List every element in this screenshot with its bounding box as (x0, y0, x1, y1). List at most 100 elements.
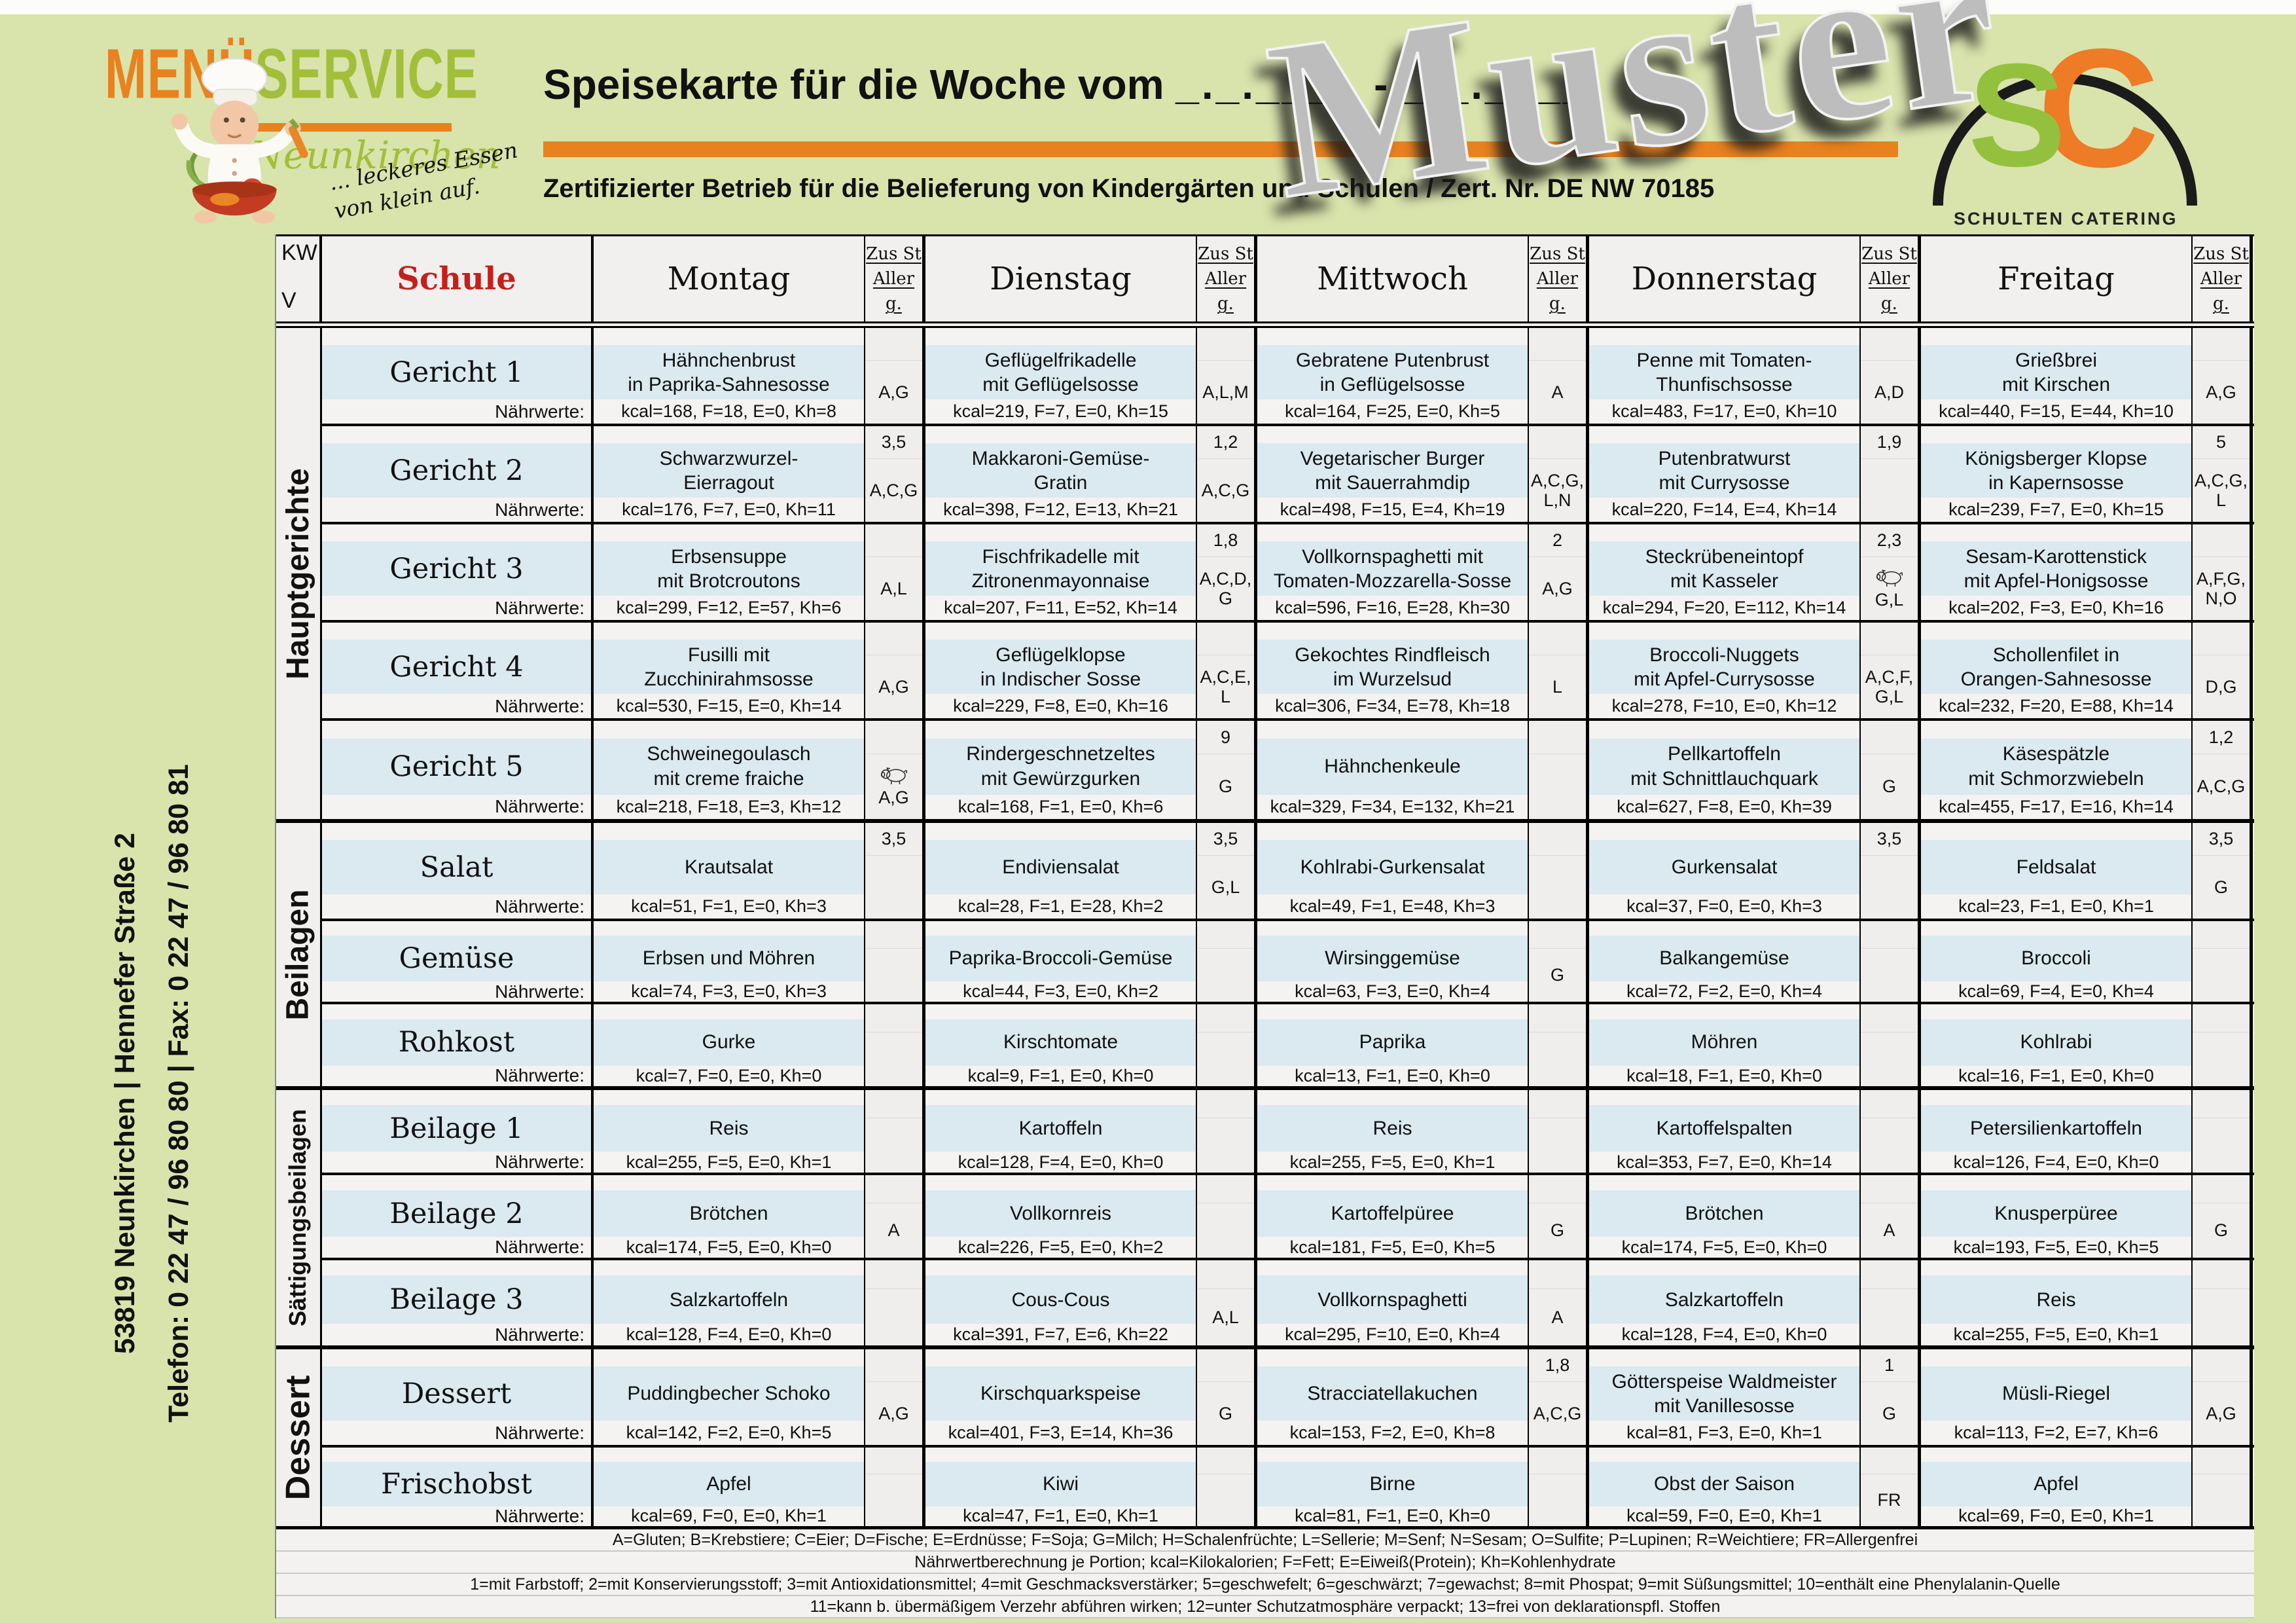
allergen-codes-cell: A,G (2193, 361, 2250, 424)
dish-band: Putenbratwurst mit Currysosse (1589, 443, 1859, 498)
zusatzstoffe-cell (865, 721, 922, 754)
allergen-codes-cell (2193, 1118, 2250, 1173)
category-label: Dessert (401, 1377, 512, 1410)
allergen-codes-cell (865, 1474, 922, 1526)
dish-name: Grießbrei (2015, 349, 2098, 371)
row-top-strip (1921, 1090, 2191, 1105)
allergen-codes-cell: L (1529, 655, 1586, 718)
dish-kcal-cell: kcal=142, F=2, E=0, Kh=5 (594, 1421, 864, 1445)
allergen-cell (865, 1260, 925, 1345)
dish-name-line2: mit Kirschen (2001, 373, 2111, 395)
category-cell: Gericht 1 Nährwerte: (322, 328, 594, 424)
dish-name: Cous-Cous (1011, 1288, 1110, 1311)
day-header-5: Freitag (1921, 236, 2193, 321)
zusatzstoffe-cell (2193, 1090, 2250, 1118)
row-top-strip (594, 524, 864, 542)
allergen-codes-cell: A,F,G, N,O (2193, 557, 2250, 620)
dish-name: Kohlrabi (2020, 1031, 2092, 1053)
category-band: Gericht 5 (322, 739, 591, 795)
naehrwerte-label-cell: Nährwerte: (322, 1065, 591, 1086)
zusatzstoffe-codes: 1,8 (1213, 530, 1238, 550)
dish-cell: Schollenfilet in Orangen-Sahnesosse kcal=2… (1921, 623, 2193, 718)
dish-kcal-cell: kcal=401, F=3, E=14, Kh=36 (925, 1421, 1196, 1445)
row-top-strip (322, 721, 591, 739)
allergen-codes: A,C,G, L (2194, 470, 2248, 510)
dish-band: Schollenfilet in Orangen-Sahnesosse (1921, 640, 2191, 695)
dish-band: Makkaroni-Gemüse- Gratin (925, 443, 1196, 498)
allergen-codes: A,G (878, 676, 909, 697)
allergen-codes-cell (1861, 1118, 1918, 1173)
dish-kcal-cell: kcal=7, F=0, E=0, Kh=0 (594, 1065, 864, 1086)
dish-kcal: kcal=530, F=15, E=0, Kh=14 (616, 696, 842, 716)
dish-band: Broccoli (1921, 936, 2191, 982)
category-cell: Salat Nährwerte: (322, 823, 594, 919)
dish-name-line2: mit Currysosse (1659, 471, 1790, 494)
allergen-cell: 1,2 A,C,G (1197, 426, 1257, 522)
dish-kcal: kcal=153, F=2, E=0, Kh=8 (1289, 1423, 1496, 1443)
dish-cell: Königsberger Klopse in Kapernsosse kcal=23… (1921, 426, 2193, 522)
dish-name: Puddingbecher Schoko (627, 1383, 831, 1405)
dish-name: Rindergeschnetzeltes (966, 743, 1155, 765)
zusatzstoffe-cell: 1,9 (1861, 426, 1918, 459)
allergen-cell: 2,3 G,L (1861, 524, 1921, 620)
dish-kcal: kcal=299, F=12, E=57, Kh=6 (616, 598, 842, 618)
zusatzstoffe-cell (865, 1448, 922, 1474)
allergen-codes: FR (1877, 1490, 1901, 1510)
row-top-strip (594, 721, 864, 739)
category-label: Beilage 1 (389, 1112, 524, 1145)
row-top-strip (1921, 623, 2191, 640)
dish-kcal-cell: kcal=202, F=3, E=0, Kh=16 (1921, 596, 2191, 620)
dish-band: Rindergeschnetzeltes mit Gewürzgurken (925, 739, 1196, 795)
dish-kcal: kcal=232, F=20, E=88, Kh=14 (1939, 696, 2174, 716)
zusatzstoffe-cell (2193, 328, 2250, 361)
dish-name-line2: Gratin (1033, 471, 1088, 494)
allerg-header-1: Zus St Aller g. (865, 236, 925, 321)
dish-kcal-cell: kcal=164, F=25, E=0, Kh=5 (1257, 399, 1528, 424)
naehrwerte-label: Nährwerte: (495, 695, 584, 716)
dish-kcal: kcal=306, F=34, E=78, Kh=18 (1275, 696, 1510, 716)
zusatzstoffe-cell: 2 (1529, 524, 1586, 557)
allerg-header-line: Aller (872, 269, 915, 289)
dish-band: Cous-Cous (925, 1275, 1196, 1324)
allergen-codes-cell: A,D (1861, 361, 1918, 424)
naehrwerte-label: Nährwerte: (495, 597, 584, 618)
row-top-strip (1589, 921, 1859, 936)
allergen-codes: G (1218, 1403, 1232, 1423)
dish-band: Kohlrabi-Gurkensalat (1257, 840, 1528, 895)
zusatzstoffe-codes: 9 (1220, 727, 1231, 747)
dish-band: Puddingbecher Schoko (594, 1366, 864, 1421)
dish-band: Käsespätzle mit Schmorzwiebeln (1921, 739, 2191, 795)
row-top-strip (1257, 1349, 1528, 1367)
certification-subtitle: Zertifizierter Betrieb für die Belieferu… (543, 174, 1715, 203)
dish-name: Apfel (2034, 1473, 2079, 1495)
allergen-codes: A,G (2206, 382, 2236, 402)
zusatzstoffe-codes: 3,5 (2208, 828, 2234, 848)
row-top-strip (594, 1004, 864, 1019)
day-header-label: Mittwoch (1317, 261, 1468, 297)
dish-kcal-cell: kcal=193, F=5, E=0, Kh=5 (1921, 1237, 2191, 1258)
zusatzstoffe-cell: 5 (2193, 426, 2250, 459)
dish-band: Gurkensalat (1589, 840, 1859, 895)
allerg-header-2: Zus St Aller g. (1197, 236, 1257, 321)
dish-name: Balkangemüse (1659, 947, 1789, 970)
allerg-header-line: Zus St (2193, 244, 2249, 264)
dish-band: Fischfrikadelle mit Zitronenmayonnaise (925, 541, 1196, 596)
dish-name: Knusperpüree (1994, 1202, 2118, 1224)
pork-icon (880, 767, 907, 785)
zusatzstoffe-cell (865, 1175, 922, 1203)
dish-kcal-cell: kcal=226, F=5, E=0, Kh=2 (925, 1237, 1196, 1258)
menu-table-header: KW V Schule Montag Zus St Aller g. Dienstag Zus … (276, 234, 2254, 328)
dish-name: Endiviensalat (1002, 856, 1119, 879)
dish-band: Penne mit Tomaten- Thunfischsosse (1589, 345, 1859, 400)
dish-cell: Kohlrabi kcal=16, F=1, E=0, Kh=0 (1921, 1004, 2193, 1086)
dish-cell: Schweinegoulasch mit creme fraiche kcal=21… (594, 721, 865, 819)
dish-name: Penne mit Tomaten- (1636, 349, 1812, 371)
allergen-codes-cell: A,C,G, L,N (1529, 459, 1586, 522)
allergen-codes-cell (865, 856, 922, 919)
dish-kcal-cell: kcal=69, F=0, E=0, Kh=1 (594, 1506, 864, 1526)
row-top-strip (1257, 1004, 1528, 1019)
allergen-cell: G (2193, 1175, 2253, 1258)
allergen-codes-cell: A (1861, 1203, 1918, 1258)
dish-band: Petersilienkartoffeln (1921, 1104, 2191, 1152)
row-top-strip (925, 1349, 1196, 1367)
